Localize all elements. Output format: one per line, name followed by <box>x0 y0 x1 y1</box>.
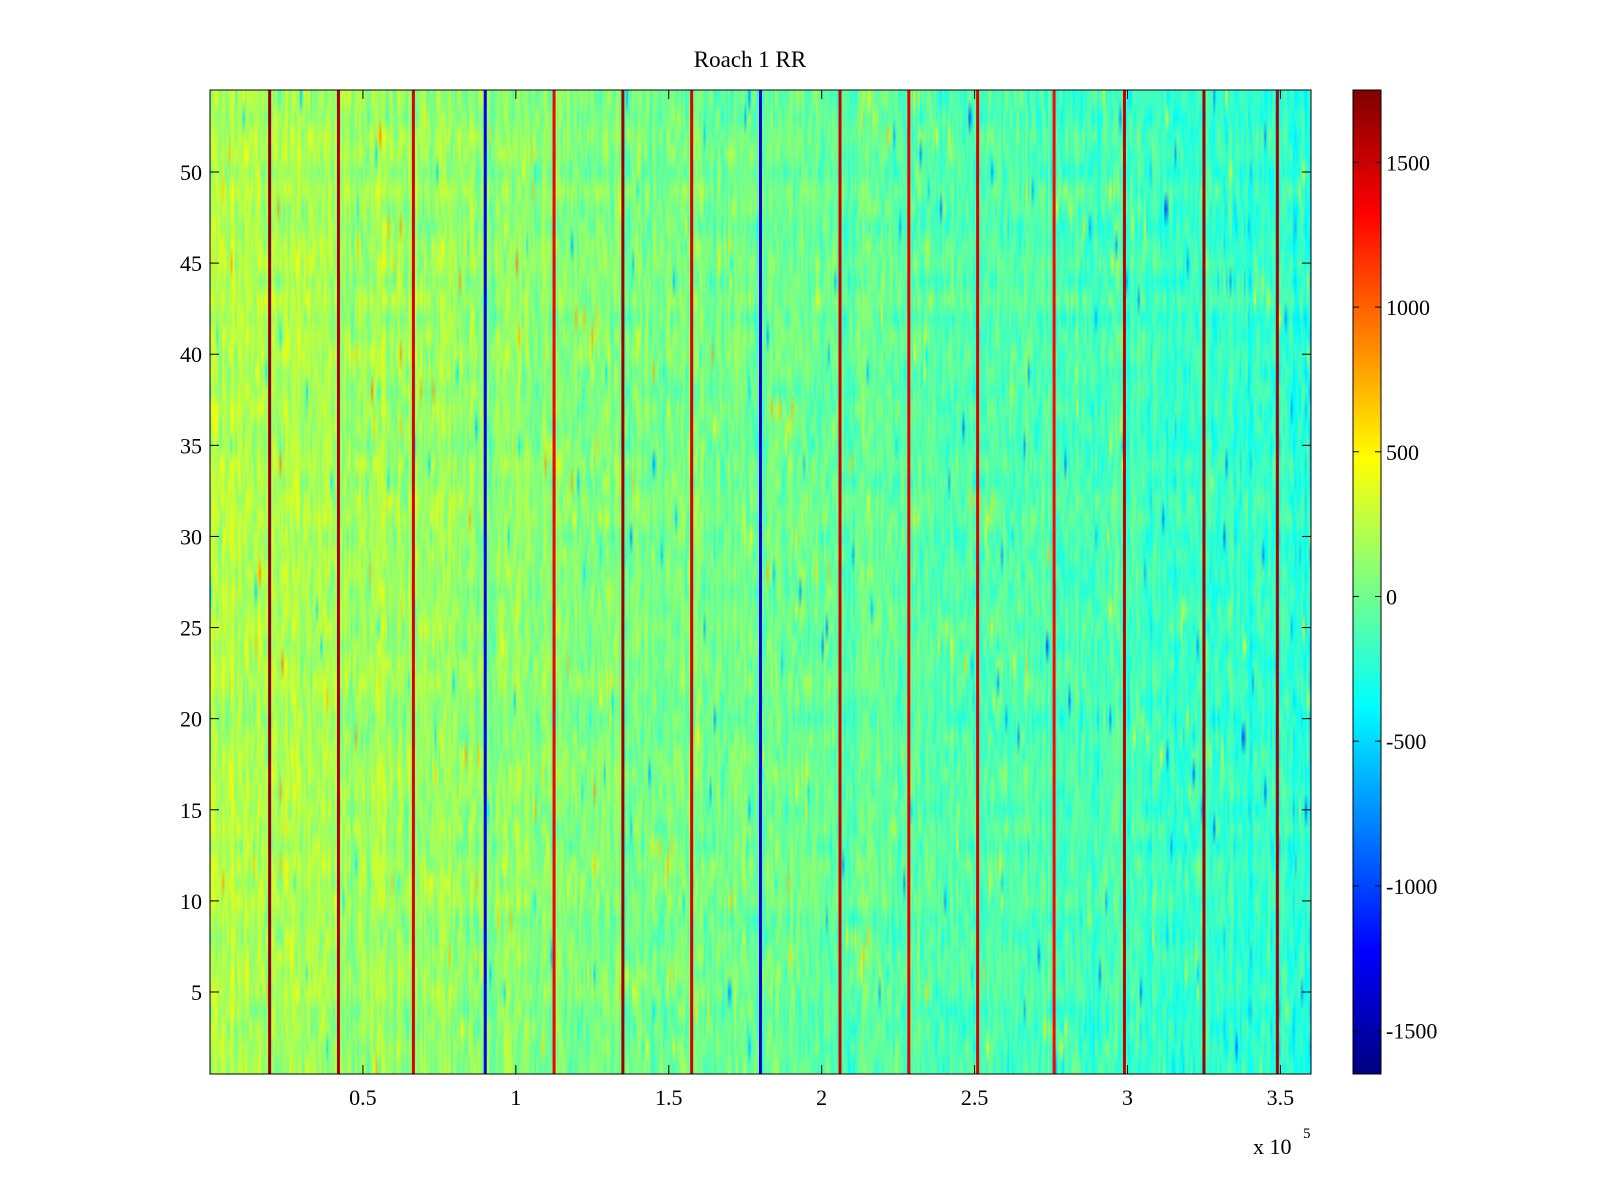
x-tick-label-6: 3.5 <box>1267 1085 1295 1110</box>
y-tick-label-7: 40 <box>180 342 202 367</box>
y-tick-label-5: 30 <box>180 524 202 549</box>
heatmap-column-3 <box>483 90 487 1074</box>
x-axis: 0.5 1 1.5 2 2.5 3 3.5 <box>349 90 1294 1110</box>
heatmap-column-12 <box>1122 90 1126 1074</box>
heatmap-column-1 <box>336 90 340 1074</box>
heatmap-column-10 <box>976 90 980 1074</box>
colorbar-ticks: 1500 1000 500 0 -500 -1000 -1500 <box>1353 150 1437 1044</box>
colorbar-fill <box>1353 90 1381 1074</box>
heatmap-column-8 <box>838 90 842 1074</box>
colorbar-gradient <box>1353 90 1381 1074</box>
y-tick-label-3: 20 <box>180 707 202 732</box>
heatmap-column-14 <box>1275 90 1279 1074</box>
colorbar-tick-label-2: 500 <box>1386 440 1419 465</box>
x-tick-label-3: 2 <box>816 1085 827 1110</box>
heatmap-column-11 <box>1052 90 1056 1074</box>
heatmap-column-0 <box>268 90 272 1074</box>
y-tick-label-0: 5 <box>191 980 202 1005</box>
heatmap-column-13 <box>1202 90 1206 1074</box>
x-tick-label-2: 1.5 <box>655 1085 683 1110</box>
colorbar-tick-label-3: 0 <box>1386 584 1397 609</box>
x-tick-label-5: 3 <box>1122 1085 1133 1110</box>
heatmap-column-7 <box>759 90 762 1074</box>
y-tick-label-6: 35 <box>180 433 202 458</box>
colorbar-tick-label-5: -1000 <box>1386 874 1437 899</box>
colorbar-tick-label-1: 1000 <box>1386 295 1430 320</box>
y-tick-label-9: 50 <box>180 160 202 185</box>
heatmap-column-4 <box>552 90 556 1074</box>
x-exponent-label: x 10 5 <box>1253 1126 1311 1159</box>
heatmap-column-2 <box>411 90 415 1074</box>
y-tick-label-2: 15 <box>180 798 202 823</box>
heatmap-column-9 <box>907 90 911 1074</box>
colorbar-tick-label-6: -1500 <box>1386 1019 1437 1044</box>
x-exponent-base: x 10 <box>1253 1134 1292 1159</box>
y-axis: 5 10 15 20 25 30 35 40 45 50 <box>180 160 1311 1005</box>
heatmap-column-5 <box>621 90 625 1074</box>
plot-frame <box>209 89 1312 1075</box>
x-tick-label-4: 2.5 <box>961 1085 989 1110</box>
colorbar: 1500 1000 500 0 -500 -1000 -1500 <box>1352 89 1437 1075</box>
colorbar-tick-label-0: 1500 <box>1386 150 1430 175</box>
x-exponent-power: 5 <box>1303 1126 1311 1142</box>
colorbar-tick-label-4: -500 <box>1386 729 1426 754</box>
y-tick-label-4: 25 <box>180 616 202 641</box>
y-tick-label-1: 10 <box>180 889 202 914</box>
heatmap-area <box>209 89 1312 1075</box>
y-tick-label-8: 45 <box>180 251 202 276</box>
colorbar-frame <box>1352 89 1382 1075</box>
heatmap-strong-columns <box>268 90 1279 1074</box>
chart-title: Roach 1 RR <box>694 47 807 72</box>
x-tick-label-1: 1 <box>510 1085 521 1110</box>
x-tick-label-0: 0.5 <box>349 1085 377 1110</box>
heatmap-column-6 <box>690 90 694 1074</box>
